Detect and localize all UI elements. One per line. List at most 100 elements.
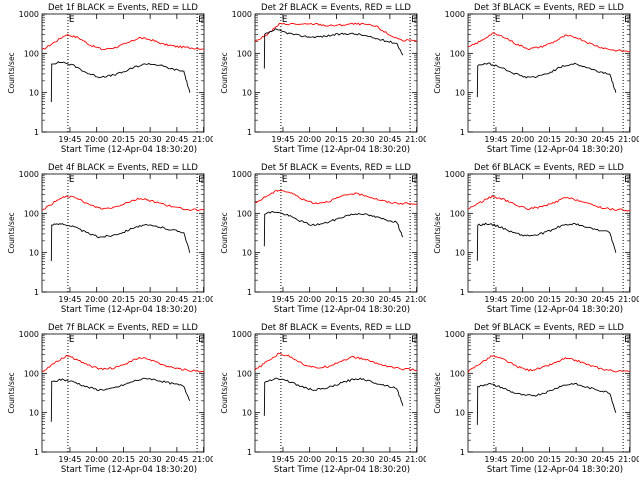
x-tick-label: 20:30	[139, 135, 162, 144]
y-axis-label: Counts/sec	[433, 372, 442, 413]
x-tick-label: 21:00	[192, 135, 213, 144]
panel-title: Det 8f BLACK = Events, RED = LLD	[261, 323, 411, 333]
lld-series-line	[41, 195, 205, 212]
y-tick-label: 100	[237, 209, 252, 218]
time-marker-label: E	[411, 335, 417, 345]
x-tick-label: 19:45	[484, 135, 507, 144]
detector-panel: Det 1f BLACK = Events, RED = LLD 1 10 100 10…	[7, 3, 213, 155]
time-marker-label: E	[198, 15, 204, 25]
plot-frame	[254, 333, 418, 453]
y-axis-label: Counts/sec	[220, 372, 229, 413]
x-tick-label: 20:00	[298, 135, 321, 144]
y-tick-label: 100	[237, 369, 252, 378]
events-series-line	[476, 62, 617, 98]
x-axis-label: Start Time (12-Apr-04 18:30:20)	[487, 305, 623, 315]
detector-panel: Det 3f BLACK = Events, RED = LLD 1 10 100 10…	[433, 3, 639, 155]
x-tick-label: 20:15	[325, 455, 348, 464]
plot-frame	[41, 333, 205, 453]
x-tick-label: 21:00	[405, 455, 426, 464]
lld-series-line	[254, 22, 418, 43]
x-tick-label: 20:15	[112, 455, 135, 464]
time-marker-label: E	[69, 175, 75, 185]
x-tick-label: 19:45	[484, 295, 507, 304]
x-tick-label: 21:00	[618, 135, 639, 144]
plot-frame	[467, 13, 631, 133]
lld-series-line	[254, 189, 418, 205]
y-tick-label: 100	[450, 209, 465, 218]
x-tick-label: 20:30	[139, 455, 162, 464]
lld-series-line	[254, 353, 418, 372]
detector-panel: Det 6f BLACK = Events, RED = LLD 1 10 100 10…	[433, 163, 639, 315]
y-axis-label: Counts/sec	[7, 52, 16, 93]
detector-panel: Det 8f BLACK = Events, RED = LLD 1 10 100 10…	[220, 323, 426, 475]
panel-title: Det 6f BLACK = Events, RED = LLD	[474, 163, 624, 173]
y-axis-label: Counts/sec	[7, 372, 16, 413]
detector-panel: Det 2f BLACK = Events, RED = LLD 1 10 100 10…	[220, 3, 426, 155]
y-tick-label: 1	[34, 448, 39, 457]
x-tick-label: 21:00	[192, 295, 213, 304]
y-tick-label: 100	[237, 49, 252, 58]
x-tick-label: 20:45	[165, 455, 188, 464]
y-tick-label: 10	[242, 249, 252, 258]
x-tick-label: 20:00	[511, 295, 534, 304]
panel-title: Det 7f BLACK = Events, RED = LLD	[48, 323, 198, 333]
y-tick-label: 10	[29, 249, 39, 258]
y-axis-label: Counts/sec	[220, 212, 229, 253]
plot-frame	[254, 173, 418, 293]
events-series-line	[476, 382, 617, 425]
y-tick-label: 1000	[445, 10, 465, 19]
x-axis-label: Start Time (12-Apr-04 18:30:20)	[274, 465, 410, 475]
x-tick-label: 19:45	[484, 455, 507, 464]
y-tick-label: 10	[29, 89, 39, 98]
y-tick-label: 1	[34, 128, 39, 137]
x-tick-label: 20:15	[325, 295, 348, 304]
time-marker-label: E	[495, 335, 501, 345]
plot-frame	[467, 173, 631, 293]
lld-series-line	[41, 33, 205, 51]
x-tick-label: 20:00	[298, 455, 321, 464]
y-tick-label: 1000	[19, 330, 39, 339]
x-tick-label: 21:00	[618, 455, 639, 464]
events-series-line	[476, 222, 617, 261]
y-tick-label: 100	[450, 369, 465, 378]
x-tick-label: 20:00	[511, 135, 534, 144]
x-axis-label: Start Time (12-Apr-04 18:30:20)	[487, 465, 623, 475]
events-series-line	[263, 377, 404, 416]
x-tick-label: 20:15	[112, 135, 135, 144]
y-tick-label: 100	[24, 209, 39, 218]
y-tick-label: 10	[242, 89, 252, 98]
x-tick-label: 20:00	[511, 455, 534, 464]
time-marker-label: E	[69, 335, 75, 345]
x-axis-label: Start Time (12-Apr-04 18:30:20)	[61, 305, 197, 315]
x-tick-label: 20:45	[378, 455, 401, 464]
detector-panel: Det 7f BLACK = Events, RED = LLD 1 10 100 10…	[7, 323, 213, 475]
y-tick-label: 1000	[19, 10, 39, 19]
y-tick-label: 1	[247, 288, 252, 297]
x-tick-label: 20:30	[565, 295, 588, 304]
y-tick-label: 1000	[19, 170, 39, 179]
x-tick-label: 20:30	[565, 135, 588, 144]
events-series-line	[50, 377, 191, 422]
x-tick-label: 20:45	[591, 455, 614, 464]
time-marker-label: E	[411, 175, 417, 185]
y-tick-label: 1000	[445, 330, 465, 339]
panel-title: Det 3f BLACK = Events, RED = LLD	[474, 3, 624, 13]
y-tick-label: 100	[24, 369, 39, 378]
detector-panel: Det 4f BLACK = Events, RED = LLD 1 10 100 10…	[7, 163, 213, 315]
detector-panel: Det 5f BLACK = Events, RED = LLD 1 10 100 10…	[220, 163, 426, 315]
y-tick-label: 1000	[445, 170, 465, 179]
y-tick-label: 1000	[232, 10, 252, 19]
x-tick-label: 19:45	[271, 295, 294, 304]
x-tick-label: 19:45	[58, 295, 81, 304]
x-tick-label: 20:15	[538, 455, 561, 464]
x-tick-label: 19:45	[271, 455, 294, 464]
time-marker-label: E	[198, 335, 204, 345]
y-tick-label: 1000	[232, 330, 252, 339]
time-marker-label: E	[282, 15, 288, 25]
y-axis-label: Counts/sec	[433, 52, 442, 93]
x-tick-label: 20:00	[85, 455, 108, 464]
time-marker-label: E	[411, 15, 417, 25]
y-tick-label: 1	[247, 128, 252, 137]
panel-title: Det 2f BLACK = Events, RED = LLD	[261, 3, 411, 13]
